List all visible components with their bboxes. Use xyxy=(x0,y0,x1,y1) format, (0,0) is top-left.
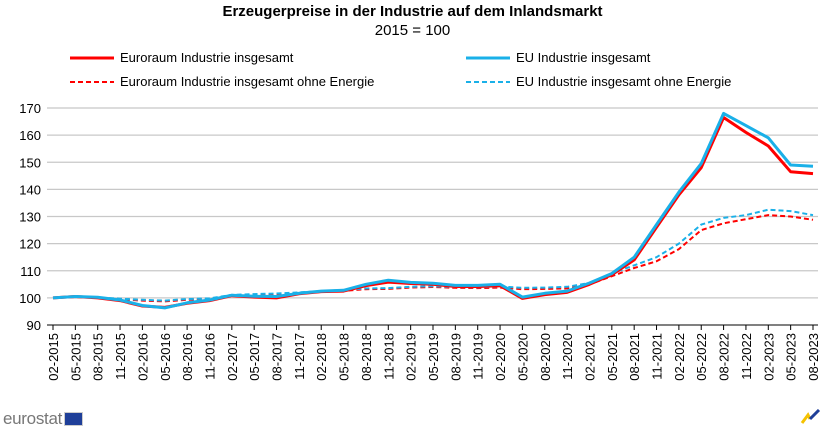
x-tick-label: 08-2023 xyxy=(806,333,821,381)
legend-swatch xyxy=(70,56,114,59)
y-tick-label: 100 xyxy=(19,291,41,306)
y-tick-label: 90 xyxy=(27,318,41,333)
x-tick-label: 11-2017 xyxy=(292,333,307,380)
x-tick-label: 05-2023 xyxy=(784,333,799,381)
legend-label: EU Industrie insgesamt xyxy=(516,50,651,65)
x-tick-label: 08-2020 xyxy=(538,333,553,381)
x-tick-label: 02-2019 xyxy=(404,333,419,381)
series-line-2 xyxy=(52,214,814,303)
x-tick-label: 08-2017 xyxy=(270,333,285,381)
logo-text: eurostat xyxy=(3,409,63,428)
chart-subtitle: 2015 = 100 xyxy=(374,22,451,39)
x-tick-label: 11-2021 xyxy=(650,333,665,380)
x-tick-label: 08-2015 xyxy=(91,333,106,381)
x-tick-label: 08-2016 xyxy=(180,333,195,381)
y-tick-label: 130 xyxy=(19,210,41,225)
x-tick-label: 02-2017 xyxy=(225,333,240,381)
x-tick-label: 05-2021 xyxy=(605,333,620,381)
chart-title: Erzeugerpreise in der Industrie auf dem … xyxy=(222,3,603,20)
eurostat-logo: eurostat xyxy=(3,409,84,429)
legend-item-euro-total: Euroraum Industrie insgesamt xyxy=(70,50,293,65)
x-tick-label: 11-2019 xyxy=(471,333,486,380)
x-tick-label: 11-2018 xyxy=(381,333,396,380)
x-tick-label: 02-2020 xyxy=(493,333,508,381)
x-tick-label: 11-2020 xyxy=(560,333,575,380)
legend-swatch xyxy=(466,80,510,83)
x-tick-label: 02-2016 xyxy=(135,333,150,381)
x-tick-label: 11-2016 xyxy=(202,333,217,380)
legend-label: EU Industrie insgesamt ohne Energie xyxy=(516,74,732,89)
x-tick-label: 02-2015 xyxy=(46,333,61,381)
series-line-0 xyxy=(52,116,814,309)
x-tick-label: 08-2022 xyxy=(717,333,732,381)
x-tick-label: 05-2015 xyxy=(68,333,83,381)
eurostat-swoosh-icon xyxy=(800,409,821,424)
x-tick-label: 11-2015 xyxy=(113,333,128,380)
x-tick-label: 02-2021 xyxy=(582,333,597,381)
x-tick-label: 05-2020 xyxy=(515,333,530,381)
x-tick-label: 05-2019 xyxy=(426,333,441,381)
y-tick-label: 170 xyxy=(19,101,41,116)
legend-label: Euroraum Industrie insgesamt xyxy=(120,50,294,65)
series-line-1 xyxy=(52,111,814,310)
legend-item-euro-ex-energy: Euroraum Industrie insgesamt ohne Energi… xyxy=(70,74,374,89)
legend-item-eu-ex-energy: EU Industrie insgesamt ohne Energie xyxy=(466,74,731,89)
y-tick-label: 160 xyxy=(19,128,41,143)
x-tick-label: 02-2022 xyxy=(672,333,687,381)
x-tick-label: 08-2018 xyxy=(359,333,374,381)
y-tick-label: 140 xyxy=(19,182,41,197)
x-tick-label: 05-2017 xyxy=(247,333,262,381)
legend-item-eu-total: EU Industrie insgesamt xyxy=(466,50,650,65)
y-tick-label: 150 xyxy=(19,155,41,170)
legend-swatch xyxy=(466,56,510,59)
x-tick-label: 08-2019 xyxy=(448,333,463,381)
y-tick-label: 120 xyxy=(19,237,41,252)
x-tick-label: 11-2022 xyxy=(739,333,754,380)
series-line-3 xyxy=(52,208,814,302)
x-tick-label: 05-2022 xyxy=(694,333,709,381)
x-tick-label: 08-2021 xyxy=(627,333,642,381)
x-tick-label: 05-2018 xyxy=(337,333,352,381)
y-tick-label: 110 xyxy=(20,264,41,279)
x-tick-label: 02-2023 xyxy=(761,333,776,381)
legend-label: Euroraum Industrie insgesamt ohne Energi… xyxy=(120,74,375,89)
eu-flag-icon xyxy=(64,412,84,426)
legend-swatch xyxy=(70,80,114,83)
x-tick-label: 02-2018 xyxy=(314,333,329,381)
x-tick-label: 05-2016 xyxy=(158,333,173,381)
